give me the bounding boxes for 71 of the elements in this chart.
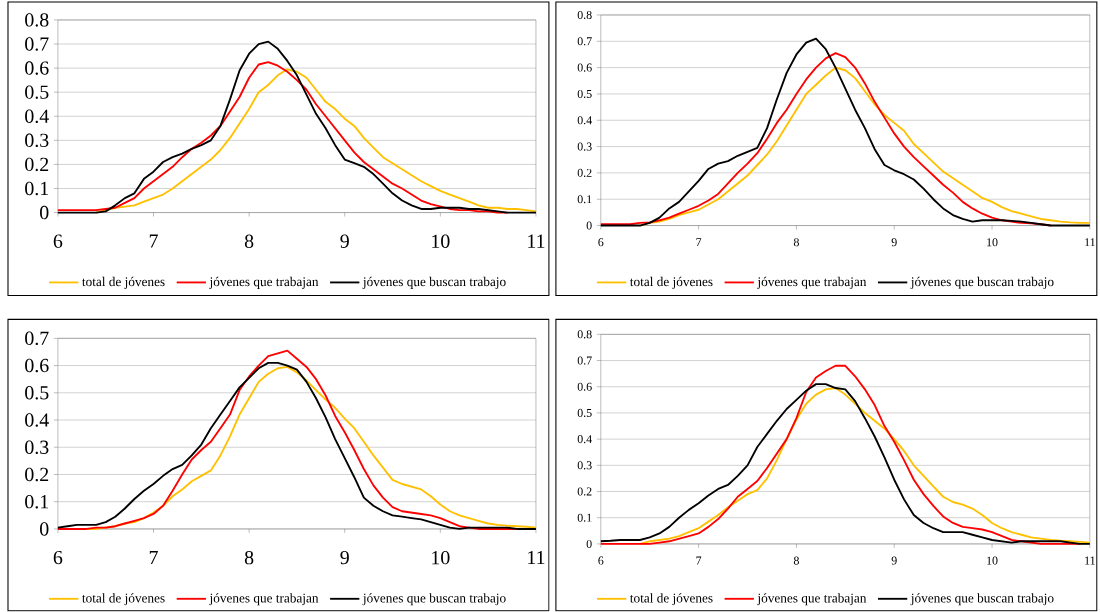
legend-label: total de jóvenes	[82, 276, 165, 289]
y-tick-label: 0.3	[577, 142, 592, 151]
x-tick-label: 9	[340, 551, 349, 565]
y-tick-label: 0	[40, 522, 49, 536]
x-tick-label: 9	[891, 556, 897, 565]
y-tick-label: 0.6	[577, 63, 592, 72]
y-tick-label: 0.1	[577, 513, 592, 522]
y-tick-label: 0.4	[577, 116, 592, 125]
y-tick-label: 0.2	[577, 168, 592, 178]
y-tick-label: 0.4	[25, 413, 49, 427]
y-tick-label: 0.8	[577, 11, 592, 20]
y-tick-label: 0.4	[25, 109, 49, 124]
y-tick-label: 0.6	[25, 358, 49, 373]
y-tick-label: 0	[586, 539, 592, 549]
legend-label: jóvenes que buscan trabajo	[910, 593, 1054, 606]
y-tick-label: 0.7	[577, 356, 592, 365]
legend-label: jóvenes que buscan trabajo	[362, 276, 506, 289]
y-tick-label: 0.5	[577, 89, 592, 99]
x-tick-label: 6	[53, 234, 63, 249]
y-tick-label: 0.2	[25, 157, 49, 172]
x-tick-label: 8	[244, 551, 254, 565]
x-tick-label: 7	[696, 556, 702, 565]
y-tick-label: 0.7	[25, 331, 49, 346]
y-tick-label: 0	[40, 205, 49, 220]
legend-label: jóvenes que trabajan	[209, 276, 319, 289]
y-tick-label: 0.3	[25, 133, 49, 148]
legend-label: total de jóvenes	[629, 593, 713, 606]
legend-label: jóvenes que trabajan	[209, 593, 319, 606]
x-tick-label: 10	[987, 556, 998, 565]
x-tick-label: 7	[149, 234, 158, 248]
legend-label: total de jóvenes	[629, 276, 713, 289]
x-tick-label: 11	[528, 551, 545, 565]
x-tick-label: 11	[528, 234, 545, 248]
y-tick-label: 0.3	[577, 461, 592, 470]
x-tick-label: 11	[1085, 238, 1095, 247]
y-tick-label: 0.5	[25, 386, 49, 400]
legend-label: jóvenes que buscan trabajo	[362, 593, 506, 606]
y-tick-label: 0.5	[577, 408, 592, 418]
y-tick-label: 0.7	[25, 37, 49, 51]
x-tick-label: 6	[598, 556, 604, 565]
x-tick-label: 10	[432, 234, 450, 249]
y-tick-label: 0.8	[25, 13, 49, 27]
x-tick-label: 8	[244, 234, 254, 249]
y-tick-label: 0.4	[577, 435, 592, 444]
x-tick-label: 8	[793, 238, 799, 247]
y-tick-label: 0.8	[577, 330, 592, 339]
y-tick-label: 0.2	[577, 487, 592, 496]
legend-label: jóvenes que trabajan	[757, 276, 867, 289]
x-tick-label: 10	[987, 238, 998, 247]
legend-label: total de jóvenes	[82, 593, 165, 606]
x-tick-label: 9	[340, 234, 349, 249]
y-tick-label: 0.6	[577, 382, 592, 391]
y-tick-label: 0.2	[25, 467, 49, 482]
y-tick-label: 0.7	[577, 37, 592, 46]
y-tick-label: 0	[586, 221, 592, 230]
y-tick-label: 0.5	[25, 85, 49, 100]
y-tick-label: 0.1	[577, 195, 592, 204]
x-tick-label: 8	[793, 556, 799, 565]
x-tick-label: 9	[891, 238, 897, 247]
legend-label: jóvenes que trabajan	[757, 593, 867, 606]
x-tick-label: 10	[432, 551, 450, 565]
x-tick-label: 11	[1085, 556, 1095, 565]
y-tick-label: 0.6	[25, 61, 49, 75]
legend-label: jóvenes que buscan trabajo	[910, 276, 1054, 289]
x-tick-label: 7	[696, 238, 702, 247]
y-tick-label: 0.1	[25, 181, 49, 196]
y-tick-label: 0.3	[25, 440, 49, 455]
x-tick-label: 6	[598, 238, 604, 247]
x-tick-label: 7	[149, 551, 158, 565]
y-tick-label: 0.1	[25, 495, 49, 509]
x-tick-label: 6	[53, 551, 63, 565]
